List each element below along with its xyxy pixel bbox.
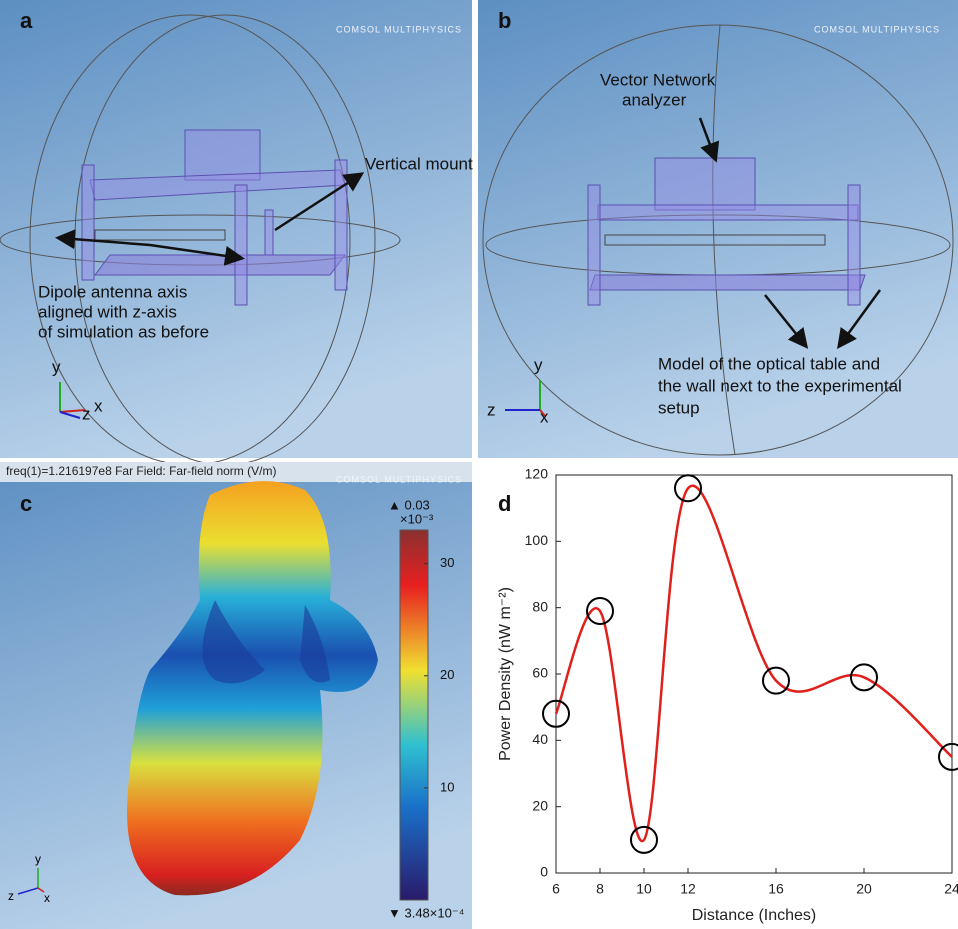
axis-label: x bbox=[44, 891, 50, 905]
header: freq(1)=1.216197e8 Far Field: Far-field … bbox=[6, 464, 276, 478]
panel-label: c bbox=[20, 491, 32, 516]
logo: COMSOL MULTIPHYSICS bbox=[814, 24, 940, 34]
annotation: of simulation as before bbox=[38, 322, 209, 341]
marker bbox=[542, 699, 570, 728]
panel-d: d Distance (Inches) Power Density (nW m⁻… bbox=[497, 474, 953, 924]
x-tick-label: 20 bbox=[856, 881, 872, 897]
annotation: Vertical mount bbox=[365, 154, 473, 173]
x-tick-label: 16 bbox=[768, 881, 784, 897]
axis-label: x bbox=[94, 396, 103, 415]
plot-frame bbox=[555, 474, 953, 874]
y-tick-label: 20 bbox=[532, 797, 548, 813]
colorbar-tick-label: 10 bbox=[440, 779, 454, 794]
line bbox=[554, 484, 953, 843]
panel-label: b bbox=[498, 8, 511, 33]
marker bbox=[586, 596, 614, 625]
marker bbox=[762, 666, 790, 695]
axis-label: y bbox=[52, 357, 61, 376]
axis-label: y bbox=[534, 355, 543, 374]
x-tick-label: 6 bbox=[552, 881, 560, 897]
axis-label: y bbox=[35, 852, 41, 866]
colorbar-label: ▼ 3.48×10⁻⁴ bbox=[388, 905, 464, 920]
colorbar-label: ▲ 0.03 bbox=[388, 497, 430, 512]
annotation: setup bbox=[658, 398, 700, 417]
panel-a: a COMSOL MULTIPHYSICS Vertical mount Dip… bbox=[0, 0, 473, 466]
axis-label: x bbox=[540, 407, 549, 426]
annotation: Dipole antenna axis bbox=[38, 282, 187, 301]
marker bbox=[630, 825, 658, 854]
annotation: aligned with z-axis bbox=[38, 302, 177, 321]
axis-label: z bbox=[82, 404, 91, 423]
colorbar-tick-label: 30 bbox=[440, 555, 454, 570]
axis-label: z bbox=[8, 889, 14, 903]
y-tick-label: 40 bbox=[532, 731, 548, 747]
logo: COMSOL MULTIPHYSICS bbox=[336, 24, 462, 34]
colorbar-tick-label: 20 bbox=[440, 667, 454, 682]
panel-label: d bbox=[498, 491, 511, 516]
annotation: analyzer bbox=[622, 90, 687, 109]
y-tick-label: 0 bbox=[540, 864, 548, 880]
x-axis-title: Distance (Inches) bbox=[692, 907, 817, 924]
annotation: Vector Network bbox=[600, 70, 716, 89]
x-tick-label: 24 bbox=[944, 881, 958, 897]
colorbar-label: ×10⁻³ bbox=[400, 511, 434, 526]
panel-c: freq(1)=1.216197e8 Far Field: Far-field … bbox=[0, 462, 472, 929]
y-tick-label: 80 bbox=[532, 598, 548, 614]
y-axis-title: Power Density (nW m⁻²) bbox=[497, 587, 514, 761]
x-tick-label: 8 bbox=[596, 881, 604, 897]
y-tick-label: 120 bbox=[525, 466, 549, 482]
annotation: Model of the optical table and bbox=[658, 354, 880, 373]
axis-label: z bbox=[487, 400, 496, 419]
annotation: the wall next to the experimental bbox=[658, 376, 902, 395]
x-tick-label: 12 bbox=[680, 881, 696, 897]
marker bbox=[674, 474, 702, 503]
y-tick-label: 60 bbox=[532, 665, 548, 681]
y-tick-label: 100 bbox=[525, 532, 549, 548]
panel-label: a bbox=[20, 8, 33, 33]
marker bbox=[850, 663, 878, 692]
panel-b: b COMSOL MULTIPHYSICS Vector Network ana… bbox=[478, 0, 958, 458]
x-tick-label: 10 bbox=[636, 881, 652, 897]
marker bbox=[938, 742, 958, 771]
logo: COMSOL MULTIPHYSICS bbox=[336, 474, 462, 484]
